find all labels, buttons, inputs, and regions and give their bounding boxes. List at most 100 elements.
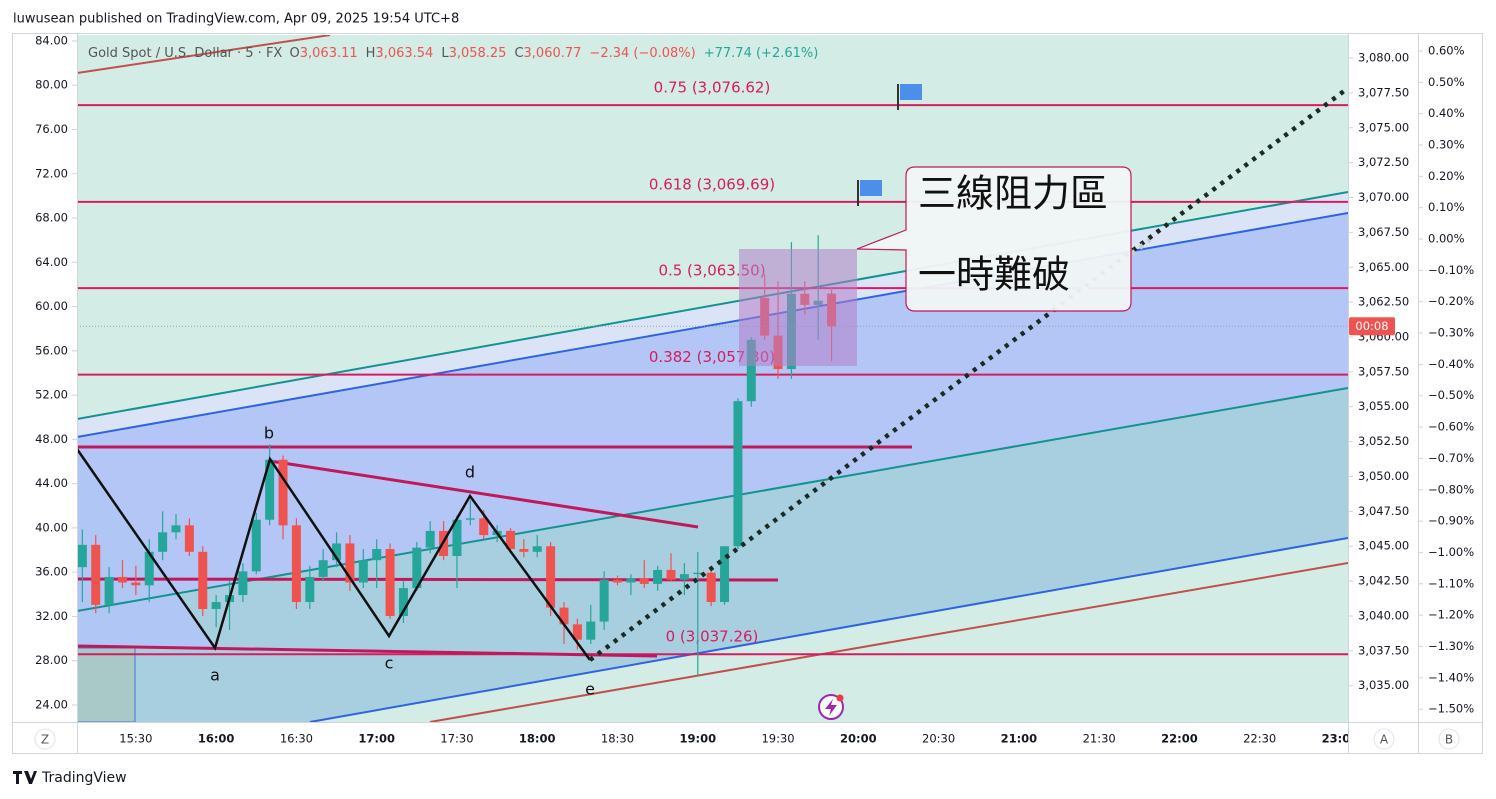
candle-body [171,525,181,533]
scale-button-label[interactable]: Z [41,733,49,747]
price-tick-label: 3,037.50 [1358,643,1409,657]
percent-tick-label: −1.20% [1428,608,1474,622]
price-tick-label: 3,075.00 [1358,120,1409,134]
percent-tick-label: −0.70% [1428,451,1474,465]
candle-body [265,459,275,520]
channel-line [309,537,1348,722]
price-tick-label: 3,067.50 [1358,225,1409,239]
callout-box [856,166,1132,312]
percent-tick-label: −1.00% [1428,545,1474,559]
percent-tick-label: −0.80% [1428,482,1474,496]
percent-tick-label: −0.50% [1428,388,1474,402]
range-box [77,647,136,722]
candle-body [679,574,689,580]
event-icon-bolt [825,699,837,716]
candle-body [184,525,194,552]
time-tick-label: 22:30 [1243,732,1276,746]
wave-label: a [210,666,220,685]
candle-body [117,576,127,583]
candle-body [532,546,542,552]
candle-body [398,588,408,616]
candle-body [144,551,154,586]
candle-body [653,569,663,584]
percent-tick-label: −0.20% [1428,294,1474,308]
time-tick-label: 23:00 [1322,732,1359,746]
triangle-line [77,644,658,658]
percent-tick-label: −0.30% [1428,326,1474,340]
callout-text: 一時難破 [918,253,1070,297]
price-tick-label: 3,047.50 [1358,504,1409,518]
time-tick-label: 18:00 [519,732,556,746]
percent-tick-label: 0.50% [1428,75,1465,89]
price-tick-label: 3,070.00 [1358,190,1409,204]
candle-body [626,578,636,583]
time-tick-label: 21:30 [1083,732,1116,746]
candle-body [599,579,609,622]
candle-body [77,544,87,568]
left-tick-label: 72.00 [35,166,68,180]
logo-mark [13,771,37,784]
left-tick-label: 36.00 [35,565,68,579]
candle-body [305,576,315,603]
left-tick-label: 24.00 [35,697,68,711]
candle-body [158,532,168,552]
wave-label: b [264,424,274,443]
candle-body [372,549,382,561]
scale-button[interactable] [34,728,56,750]
candle-body [465,518,475,520]
price-tick-label: 3,042.50 [1358,574,1409,588]
fib-label: 0 (3,037.26) [666,628,759,646]
candle-body [479,518,489,536]
price-tick-label: 3,080.00 [1358,51,1409,65]
legend-open-label: O [290,46,300,61]
percent-tick-label: −0.10% [1428,263,1474,277]
countdown-tag [1349,317,1395,336]
candle-body [693,572,703,575]
footer-logo[interactable]: TradingView [41,770,127,786]
callout-text: 三線阻力區 [918,172,1108,216]
candle-body [546,546,556,608]
time-tick-label: 16:00 [198,732,235,746]
time-tick-label: 19:30 [761,732,794,746]
candle-body [345,543,355,583]
legend-high-label: H [366,46,376,61]
header: luwusean published on TradingView.com, A… [13,12,459,27]
scale-button-label[interactable]: B [1445,733,1453,747]
time-tick-label: 18:30 [601,732,634,746]
scale-button[interactable] [1438,728,1460,750]
candle-body [358,560,368,583]
candle-body [733,401,743,547]
plot-area: 0.75 (3,076.62) 0.618 (3,069.69) 0.5 (3,06… [77,35,1348,722]
scale-button-label[interactable]: A [1380,733,1389,747]
price-tick-label: 3,040.00 [1358,608,1409,622]
candle-body [586,621,596,640]
legend-open: 3,063.11 [300,46,358,61]
time-tick-label: 22:00 [1161,732,1198,746]
candle-body [318,560,328,577]
candle-body [613,579,623,583]
left-tick-label: 44.00 [35,476,68,490]
time-tick-label: 16:30 [280,732,313,746]
left-tick-label: 28.00 [35,653,68,667]
percent-tick-label: −0.40% [1428,357,1474,371]
axes: 84.00 80.00 76.00 72.00 68.00 64.00 60.00 56.00… [35,33,1474,715]
time-tick-label: 20:30 [922,732,955,746]
left-tick-label: 60.00 [35,299,68,313]
percent-tick-label: −0.60% [1428,420,1474,434]
legend-change-total: +77.74 (+2.61%) [704,46,819,61]
channel-fill-lower [77,388,1348,722]
candle-body [425,530,435,548]
percent-tick-label: −1.30% [1428,639,1474,653]
legend-change: −2.34 (−0.08%) [589,46,695,61]
scale-button[interactable] [1373,728,1395,750]
percent-tick-label: −0.90% [1428,514,1474,528]
candle-body [452,519,462,557]
percent-tick-label: 0.60% [1428,43,1465,57]
candle-body [211,602,221,610]
price-tick-label: 3,077.50 [1358,85,1409,99]
time-axis: 15:30 16:00 16:30 17:00 17:30 18:00 18:30 19:00… [119,732,1359,746]
candle-body [385,549,395,616]
candle-body [104,576,114,605]
channel-line [77,387,1348,612]
